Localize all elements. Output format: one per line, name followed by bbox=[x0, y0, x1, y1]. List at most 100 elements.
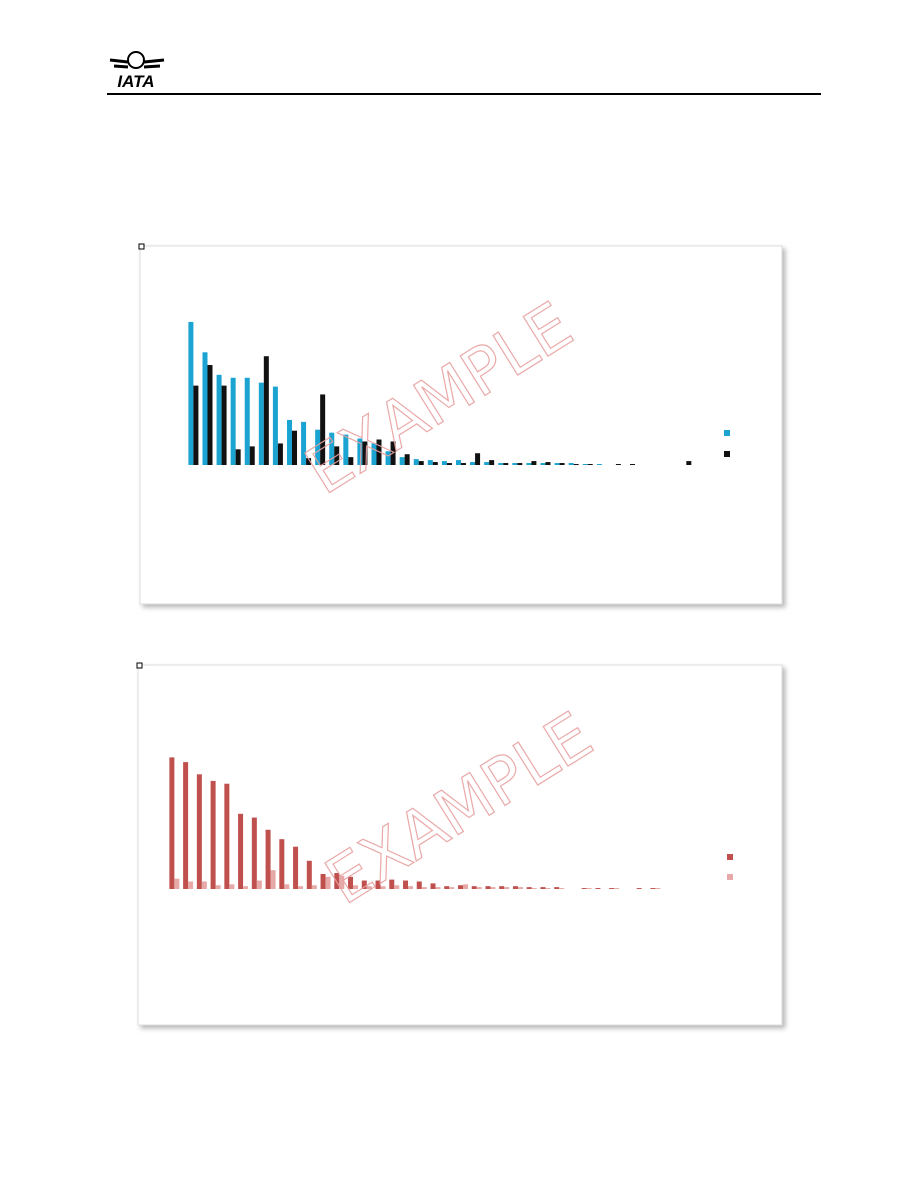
bar bbox=[471, 886, 477, 889]
bar bbox=[371, 443, 377, 465]
bar bbox=[258, 382, 264, 465]
bar bbox=[531, 461, 537, 465]
bar bbox=[376, 439, 382, 465]
bar bbox=[540, 887, 546, 889]
bar bbox=[609, 888, 615, 889]
bar bbox=[215, 885, 221, 889]
bar bbox=[573, 464, 579, 465]
bar bbox=[375, 880, 381, 889]
bar bbox=[235, 449, 241, 465]
bar bbox=[188, 321, 194, 465]
bar bbox=[470, 462, 476, 465]
legend-marker bbox=[727, 874, 733, 880]
bar bbox=[403, 880, 409, 889]
bar bbox=[183, 762, 189, 889]
bar bbox=[320, 394, 326, 465]
bar bbox=[320, 873, 326, 889]
legend-marker bbox=[724, 430, 730, 436]
bar bbox=[526, 463, 532, 465]
bar bbox=[270, 870, 276, 889]
logo-text: IATA bbox=[117, 72, 154, 91]
chart-frame bbox=[137, 664, 783, 1026]
bar bbox=[229, 884, 235, 889]
bar bbox=[498, 463, 504, 465]
bar bbox=[265, 829, 271, 889]
bar bbox=[210, 780, 216, 889]
bar bbox=[249, 446, 255, 465]
bar bbox=[432, 462, 438, 465]
bar bbox=[545, 462, 551, 465]
bar bbox=[357, 438, 363, 465]
bar bbox=[169, 757, 175, 889]
bar bbox=[615, 464, 621, 465]
bar bbox=[380, 886, 386, 889]
bar bbox=[531, 888, 537, 889]
bar bbox=[446, 463, 452, 465]
bar bbox=[334, 873, 340, 889]
bar bbox=[517, 887, 523, 889]
bar bbox=[650, 888, 656, 889]
frame-handle bbox=[138, 243, 145, 250]
bar bbox=[413, 459, 419, 465]
bar bbox=[216, 374, 222, 465]
bar bbox=[457, 885, 463, 889]
bar bbox=[256, 880, 262, 889]
bar bbox=[348, 457, 354, 465]
bar bbox=[243, 886, 249, 889]
bar bbox=[636, 888, 642, 889]
bar bbox=[499, 886, 505, 889]
bar bbox=[503, 463, 509, 465]
bar bbox=[230, 377, 236, 465]
bar bbox=[366, 886, 372, 889]
bar bbox=[475, 453, 481, 465]
bar bbox=[353, 885, 359, 889]
bar bbox=[430, 883, 436, 889]
bar bbox=[490, 887, 496, 889]
bar bbox=[559, 463, 565, 465]
bar bbox=[284, 884, 290, 889]
bar bbox=[559, 888, 565, 889]
bar bbox=[512, 463, 518, 465]
bar bbox=[339, 875, 345, 889]
bar bbox=[244, 377, 250, 465]
bar bbox=[587, 464, 593, 465]
bar bbox=[207, 365, 213, 465]
bar bbox=[441, 461, 447, 465]
bar bbox=[427, 460, 433, 465]
bar bbox=[306, 860, 312, 889]
bar bbox=[201, 881, 207, 889]
bar bbox=[444, 886, 450, 889]
bar bbox=[504, 887, 510, 889]
bar bbox=[221, 385, 227, 465]
bar bbox=[421, 887, 427, 889]
bar bbox=[394, 885, 400, 889]
bar bbox=[389, 879, 395, 889]
bar bbox=[251, 817, 257, 889]
logo: IATA bbox=[109, 51, 165, 91]
bar bbox=[196, 774, 202, 889]
bar bbox=[263, 356, 269, 465]
bar bbox=[174, 878, 180, 889]
bar bbox=[462, 884, 468, 889]
bar bbox=[526, 887, 532, 889]
bar bbox=[596, 464, 602, 465]
bar bbox=[416, 881, 422, 889]
bar bbox=[315, 429, 321, 465]
bar bbox=[277, 443, 283, 465]
bar bbox=[568, 463, 574, 465]
bar bbox=[361, 880, 367, 889]
bar bbox=[193, 385, 199, 465]
bar bbox=[311, 885, 317, 889]
bar bbox=[291, 430, 297, 465]
bar bbox=[686, 461, 692, 465]
bar bbox=[485, 886, 491, 889]
bar bbox=[362, 441, 368, 465]
bar bbox=[188, 881, 194, 889]
bar bbox=[298, 886, 304, 889]
bar bbox=[484, 462, 490, 465]
bar bbox=[655, 888, 661, 889]
bar bbox=[334, 446, 340, 465]
bar bbox=[325, 876, 331, 889]
bar bbox=[390, 441, 396, 465]
